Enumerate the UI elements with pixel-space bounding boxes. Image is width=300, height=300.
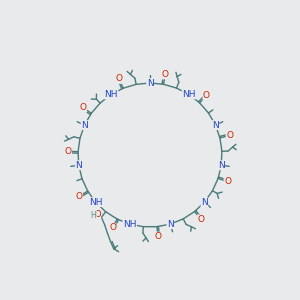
- Text: NH: NH: [182, 90, 196, 99]
- Text: NH: NH: [104, 90, 118, 99]
- Text: O: O: [64, 147, 72, 156]
- Text: O: O: [154, 232, 161, 241]
- Text: NH: NH: [89, 198, 102, 207]
- Text: N: N: [218, 161, 225, 170]
- Text: O: O: [203, 91, 210, 100]
- Text: O: O: [80, 103, 87, 112]
- Text: N: N: [201, 198, 208, 207]
- Text: O: O: [226, 131, 233, 140]
- Text: O: O: [116, 74, 123, 83]
- Text: N: N: [167, 220, 174, 229]
- Text: N: N: [81, 121, 88, 130]
- Text: O: O: [224, 177, 231, 186]
- Text: NH: NH: [123, 220, 136, 229]
- Text: N: N: [147, 79, 153, 88]
- Text: O: O: [76, 192, 82, 201]
- Text: O: O: [197, 215, 204, 224]
- Text: O: O: [94, 210, 101, 219]
- Text: N: N: [75, 161, 82, 170]
- Text: O: O: [162, 70, 169, 79]
- Text: N: N: [212, 121, 219, 130]
- Text: O: O: [109, 224, 116, 232]
- Text: H: H: [91, 211, 96, 220]
